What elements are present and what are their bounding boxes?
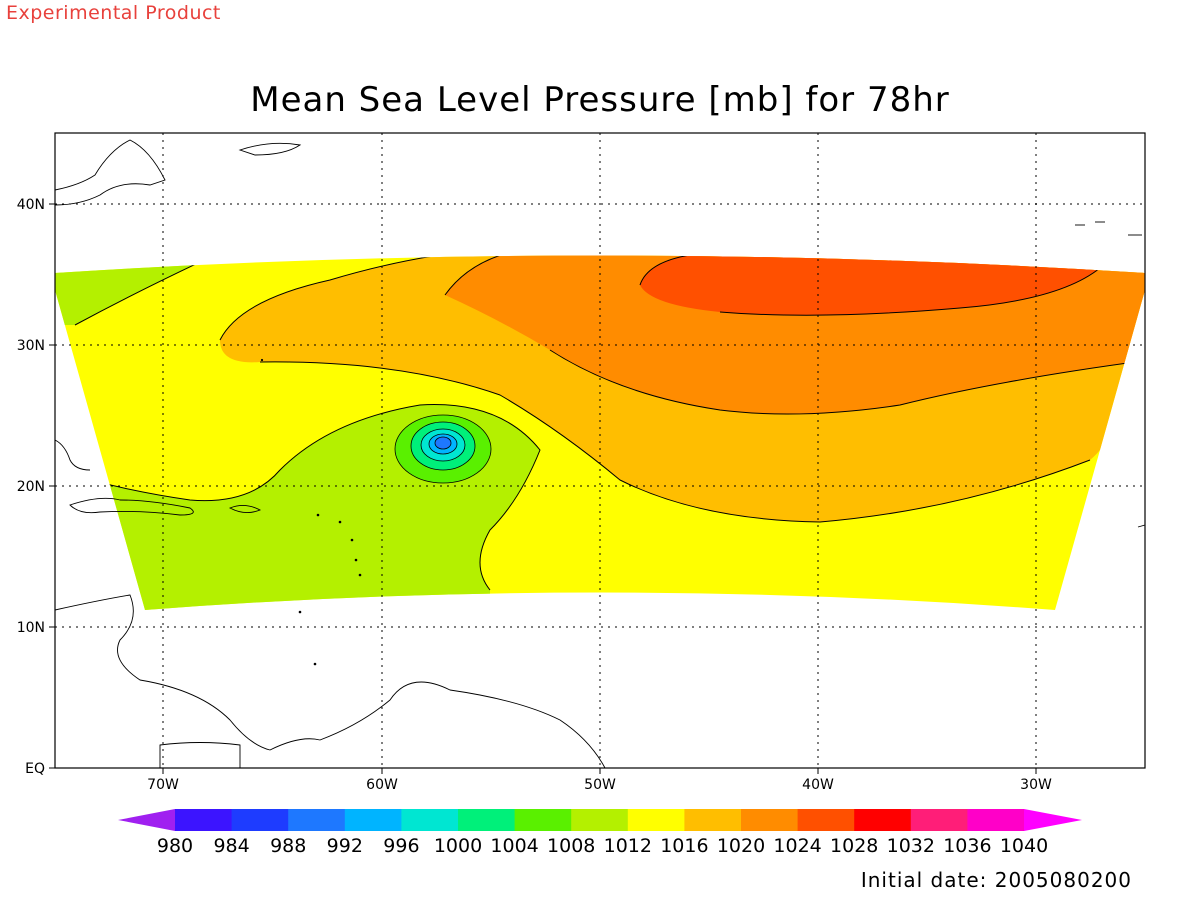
colorbar-level-label: 980 [157, 835, 193, 857]
colorbar-level-label: 1012 [604, 835, 652, 857]
colorbar-swatch [627, 809, 685, 831]
colorbar-swatch [401, 809, 459, 831]
contour-1024-core [640, 255, 1100, 316]
colorbar: 980 984 988 992 996 1000 1004 1008 1012 1016 1020 1… [118, 809, 1082, 857]
low-pressure-system [394, 414, 492, 484]
colorbar-swatch [571, 809, 629, 831]
colorbar-level-label: 984 [213, 835, 249, 857]
lon-label-40w: 40W [802, 777, 834, 793]
colorbar-level-label: 1016 [660, 835, 708, 857]
colorbar-level-label: 988 [270, 835, 306, 857]
colorbar-level-label: 1008 [547, 835, 595, 857]
colorbar-swatch [344, 809, 402, 831]
lon-label-70w: 70W [147, 777, 179, 793]
colorbar-level-label: 1000 [434, 835, 482, 857]
lat-label-40n: 40N [17, 197, 45, 213]
island-markers [260, 358, 362, 666]
lat-label-30n: 30N [17, 338, 45, 354]
initial-date: Initial date: 2005080200 [860, 868, 1132, 892]
lon-label-60w: 60W [366, 777, 398, 793]
colorbar-swatch [854, 809, 912, 831]
lon-label-50w: 50W [584, 777, 616, 793]
colorbar-swatch [684, 809, 742, 831]
colorbar-level-label: 1020 [717, 835, 765, 857]
colorbar-swatch [231, 809, 289, 831]
colorbar-swatch [910, 809, 968, 831]
colorbar-level-label: 1040 [1000, 835, 1048, 857]
colorbar-level-label: 1024 [773, 835, 821, 857]
colorbar-level-label: 996 [383, 835, 419, 857]
colorbar-swatch [514, 809, 572, 831]
axis-ticks [49, 203, 1037, 774]
colorbar-swatch [797, 809, 855, 831]
coastlines [54, 139, 1146, 769]
experimental-product-label: Experimental Product [6, 2, 221, 24]
lat-label-20n: 20N [17, 479, 45, 495]
gridlines [55, 133, 1145, 768]
colorbar-swatch [175, 809, 233, 831]
colorbar-level-label: 1032 [887, 835, 935, 857]
pressure-field [55, 255, 1145, 610]
lon-label-30w: 30W [1020, 777, 1052, 793]
map-title: Mean Sea Level Pressure [mb] for 78hr [250, 80, 950, 120]
colorbar-level-label: 1004 [490, 835, 538, 857]
colorbar-level-label: 1036 [943, 835, 991, 857]
lat-label-eq: EQ [25, 761, 45, 777]
colorbar-swatch [967, 809, 1025, 831]
colorbar-swatch [741, 809, 799, 831]
colorbar-swatch [288, 809, 346, 831]
colorbar-arrow-high [1024, 809, 1082, 831]
colorbar-arrow-low [118, 809, 175, 831]
colorbar-level-label: 992 [327, 835, 363, 857]
colorbar-level-label: 1028 [830, 835, 878, 857]
lat-label-10n: 10N [17, 620, 45, 636]
colorbar-swatch [458, 809, 516, 831]
